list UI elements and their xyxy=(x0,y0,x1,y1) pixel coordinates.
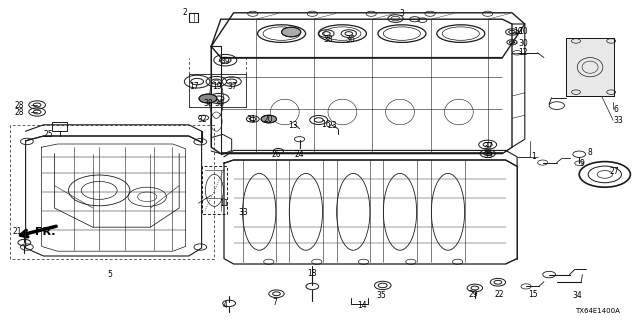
Text: 20: 20 xyxy=(264,116,273,124)
Text: 34: 34 xyxy=(573,291,582,300)
Text: 31: 31 xyxy=(246,116,256,124)
Text: 33: 33 xyxy=(238,208,248,217)
Text: 26: 26 xyxy=(272,150,282,159)
Text: 9: 9 xyxy=(579,159,584,168)
Text: 23: 23 xyxy=(328,121,337,130)
Text: FR.: FR. xyxy=(35,227,56,237)
Text: 28: 28 xyxy=(14,101,24,110)
Text: 36: 36 xyxy=(346,35,355,44)
Text: 1: 1 xyxy=(531,152,536,161)
Text: 19: 19 xyxy=(212,82,222,91)
Text: 30: 30 xyxy=(518,39,528,48)
Text: 28: 28 xyxy=(14,108,24,117)
Text: 37: 37 xyxy=(227,82,237,91)
Text: 12: 12 xyxy=(518,48,528,57)
Text: 25: 25 xyxy=(44,130,53,139)
Circle shape xyxy=(261,115,276,123)
Text: 10: 10 xyxy=(518,28,528,36)
Circle shape xyxy=(282,27,301,37)
Text: 21: 21 xyxy=(13,228,22,236)
Text: 16: 16 xyxy=(321,120,331,129)
Text: 10: 10 xyxy=(513,28,524,36)
Text: 7: 7 xyxy=(272,298,277,307)
Text: 4: 4 xyxy=(223,301,228,310)
Text: 5: 5 xyxy=(108,270,113,279)
Text: 22: 22 xyxy=(494,290,504,299)
Text: 39: 39 xyxy=(483,151,493,160)
Bar xyxy=(566,38,614,96)
Text: 33: 33 xyxy=(613,116,623,125)
Text: 13: 13 xyxy=(288,121,298,130)
Text: 24: 24 xyxy=(294,150,304,159)
Text: 14: 14 xyxy=(357,301,367,310)
Text: 36: 36 xyxy=(214,99,224,108)
Text: 27: 27 xyxy=(609,167,619,176)
Text: 29: 29 xyxy=(468,290,478,299)
Text: 8: 8 xyxy=(588,148,592,157)
Text: TX64E1400A: TX64E1400A xyxy=(575,308,620,314)
Text: 11: 11 xyxy=(219,199,228,208)
Text: 3: 3 xyxy=(399,9,404,18)
Text: 35: 35 xyxy=(376,291,386,300)
Bar xyxy=(52,122,67,131)
Text: 6: 6 xyxy=(613,105,618,114)
Circle shape xyxy=(199,94,217,103)
Text: 37: 37 xyxy=(483,142,493,151)
Text: 38: 38 xyxy=(323,35,333,44)
Text: 39: 39 xyxy=(221,57,230,66)
Text: 17: 17 xyxy=(189,82,198,91)
Text: 18: 18 xyxy=(307,269,317,278)
Bar xyxy=(566,38,614,96)
Text: 2: 2 xyxy=(182,8,187,17)
Text: 32: 32 xyxy=(197,116,207,124)
Text: 38: 38 xyxy=(204,99,213,108)
Text: 15: 15 xyxy=(528,290,538,299)
